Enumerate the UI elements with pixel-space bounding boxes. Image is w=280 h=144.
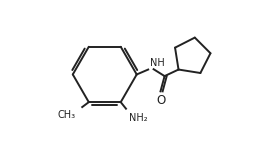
Text: O: O <box>157 94 166 107</box>
Text: NH: NH <box>150 58 165 68</box>
Text: CH₃: CH₃ <box>57 110 76 120</box>
Text: NH₂: NH₂ <box>129 113 148 123</box>
